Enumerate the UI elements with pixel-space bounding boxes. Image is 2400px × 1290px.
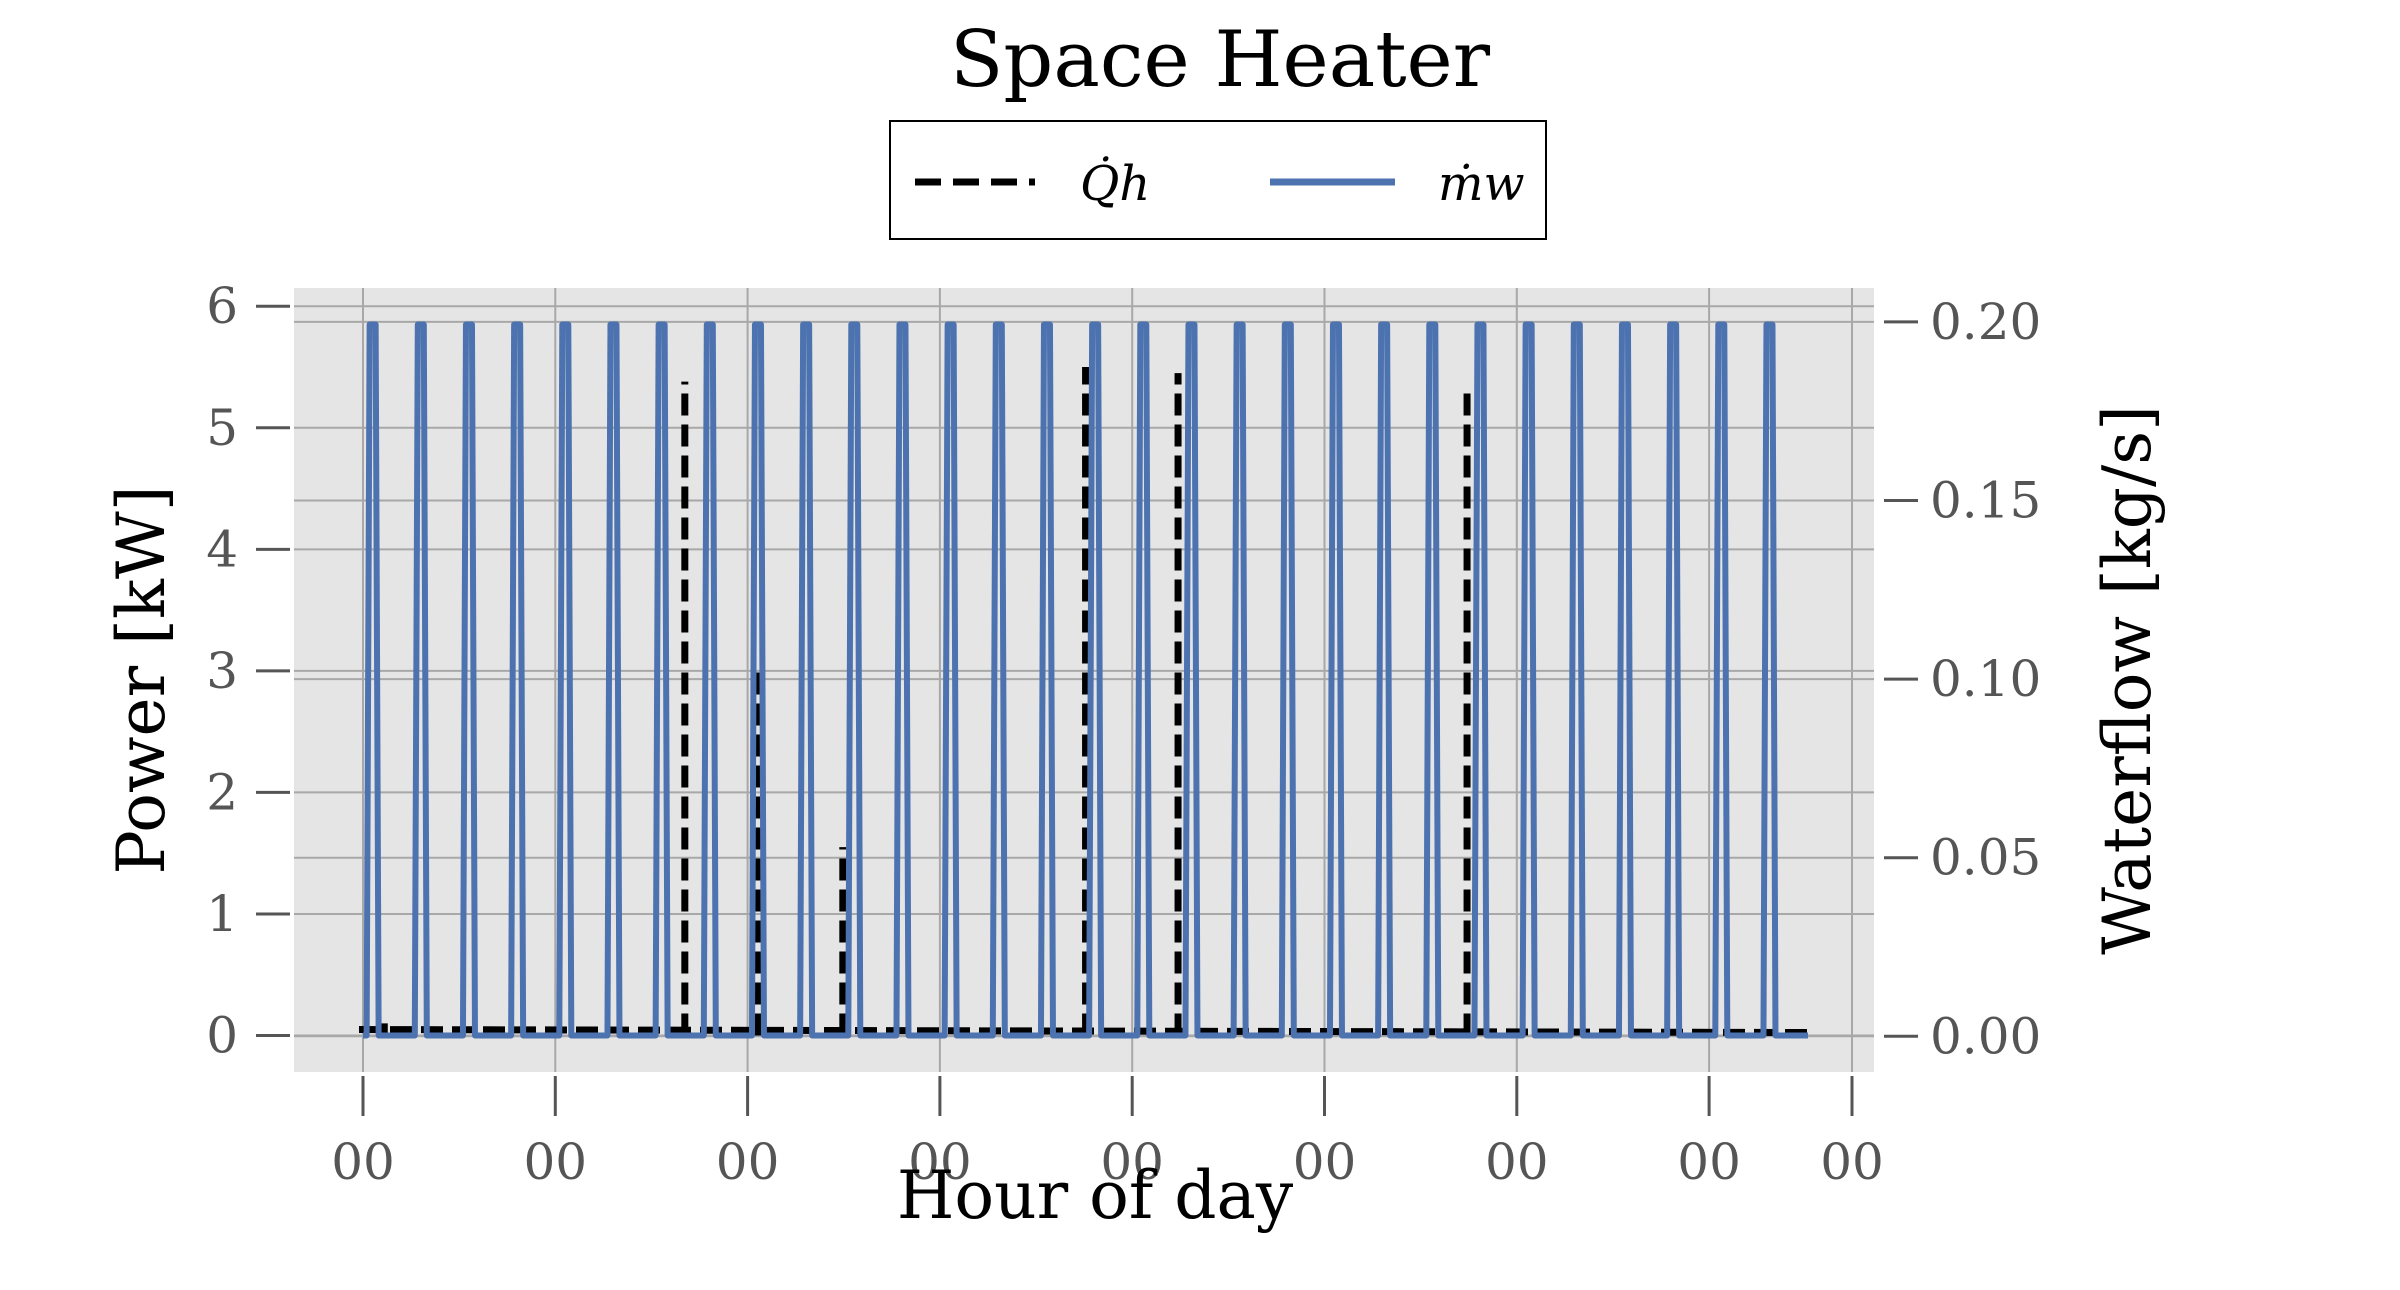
y-tick-label-right: 0.05	[1930, 829, 2041, 887]
x-tick-label: 00	[1100, 1133, 1164, 1191]
series-layer	[358, 321, 1809, 1039]
series-line-qh	[358, 367, 1809, 1037]
y-tick-label-right: 0.20	[1930, 293, 2041, 351]
x-tick-label: 00	[716, 1133, 780, 1191]
x-axis: 00 00 00 00 00 00 00 00 00	[331, 1076, 1884, 1191]
y-axis-label-right: Waterflow [kg/s]	[2089, 405, 2166, 955]
x-tick-label: 00	[1677, 1133, 1741, 1191]
y-axis-label-left: Power [kW]	[103, 486, 180, 875]
y-tick-label-right: 0.00	[1930, 1007, 2041, 1065]
chart-title: Space Heater	[950, 15, 1491, 105]
x-tick-label: 00	[1293, 1133, 1357, 1191]
x-axis-label: Hour of day	[897, 1157, 1294, 1234]
legend-label-mw: ṁw	[1438, 156, 1525, 212]
legend-label-qh: Q̇h	[1080, 154, 1150, 212]
legend: Q̇h ṁw	[889, 120, 1547, 240]
x-tick-label: 00	[1485, 1133, 1549, 1191]
y-tick-label-right: 0.10	[1930, 650, 2041, 708]
y-tick-label-left: 2	[206, 763, 238, 821]
y-tick-label-left: 6	[206, 277, 238, 335]
series-line-mw	[363, 321, 1808, 1039]
x-tick-label: 00	[908, 1133, 972, 1191]
x-tick-label: 00	[331, 1133, 395, 1191]
y-tick-label-left: 0	[206, 1007, 238, 1065]
y-axis-right: 0.00 0.05 0.10 0.15 0.20	[1884, 293, 2041, 1065]
y-tick-label-left: 5	[206, 399, 238, 457]
y-tick-label-left: 4	[206, 520, 238, 578]
y-tick-label-left: 1	[206, 885, 238, 943]
y-axis-left: 0 1 2 3 4 5 6	[206, 277, 290, 1065]
x-tick-label: 00	[1820, 1133, 1884, 1191]
y-tick-label-left: 3	[206, 642, 238, 700]
y-tick-label-right: 0.15	[1930, 472, 2041, 530]
x-tick-label: 00	[523, 1133, 587, 1191]
